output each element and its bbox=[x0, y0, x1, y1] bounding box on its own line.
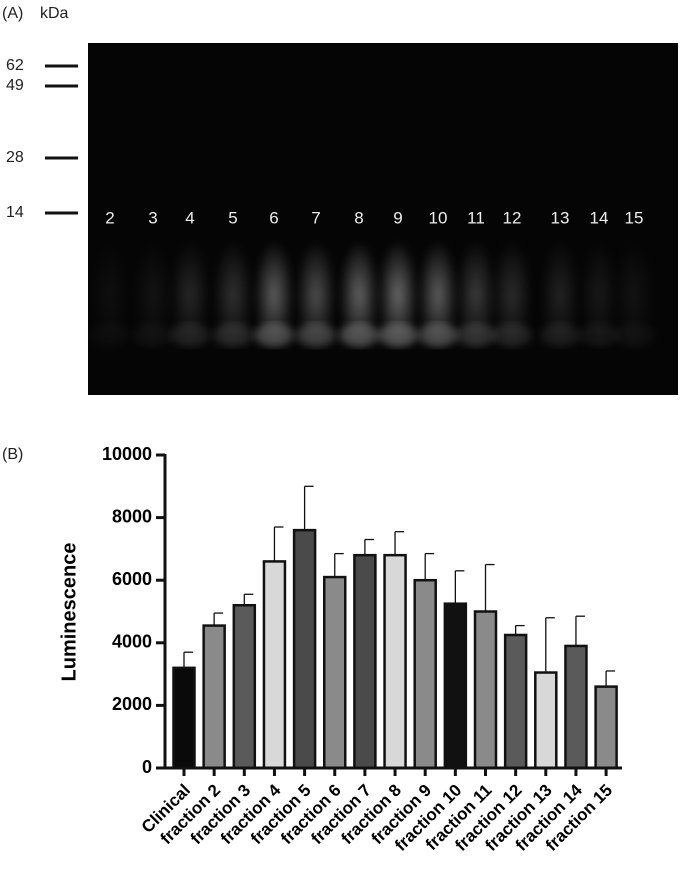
bar bbox=[564, 644, 588, 770]
y-tick-label: 0 bbox=[142, 757, 152, 777]
gel-bands bbox=[90, 240, 654, 350]
lane-label: 3 bbox=[148, 208, 157, 227]
y-tick-label: 8000 bbox=[112, 506, 152, 526]
lane-label: 4 bbox=[185, 208, 194, 227]
band bbox=[296, 323, 336, 347]
band bbox=[170, 323, 210, 347]
lane-label: 15 bbox=[625, 208, 644, 227]
lane-label: 13 bbox=[551, 208, 570, 227]
marker-label: 28 bbox=[6, 149, 24, 166]
bar bbox=[262, 560, 287, 770]
band-smear bbox=[90, 240, 130, 350]
bar bbox=[323, 575, 347, 770]
band bbox=[614, 323, 654, 347]
y-tick-label: 10000 bbox=[102, 444, 152, 464]
bar bbox=[383, 553, 407, 770]
lane-label: 11 bbox=[467, 208, 485, 227]
band-smear bbox=[133, 240, 173, 350]
band bbox=[418, 323, 458, 347]
bar bbox=[534, 671, 558, 770]
y-tick-label: 6000 bbox=[112, 569, 152, 589]
marker-label: 62 bbox=[6, 57, 24, 74]
band-smear bbox=[213, 240, 253, 350]
bar bbox=[232, 603, 257, 770]
y-axis-label: Luminescence bbox=[58, 543, 80, 682]
band-smear bbox=[456, 240, 496, 350]
bar bbox=[292, 528, 317, 770]
band bbox=[492, 323, 532, 347]
y-tick-label: 4000 bbox=[112, 632, 152, 652]
bar bbox=[413, 578, 437, 770]
panel-label: (A) bbox=[2, 5, 23, 22]
lane-label: 5 bbox=[228, 208, 237, 227]
band-smear bbox=[378, 240, 418, 350]
band-smear bbox=[170, 240, 210, 350]
bar bbox=[443, 602, 468, 770]
band bbox=[579, 323, 619, 347]
lane-label: 9 bbox=[393, 208, 402, 227]
band bbox=[456, 323, 496, 347]
band-smear bbox=[339, 240, 379, 350]
band-smear bbox=[540, 240, 580, 350]
panel-label: (B) bbox=[2, 446, 23, 463]
lane-label: 12 bbox=[503, 208, 522, 227]
marker-label: 14 bbox=[6, 204, 24, 221]
band-smear bbox=[579, 240, 619, 350]
band bbox=[133, 323, 173, 347]
bar bbox=[172, 666, 196, 770]
band bbox=[90, 323, 130, 347]
bar bbox=[503, 633, 528, 770]
bar bbox=[353, 553, 377, 770]
lane-label: 14 bbox=[590, 208, 609, 227]
y-tick-label: 2000 bbox=[112, 694, 152, 714]
band bbox=[254, 323, 294, 347]
lane-label: 10 bbox=[429, 208, 448, 227]
band-smear bbox=[492, 240, 532, 350]
lane-label: 6 bbox=[269, 208, 278, 227]
band bbox=[213, 323, 253, 347]
band-smear bbox=[614, 240, 654, 350]
bar bbox=[594, 685, 618, 770]
unit-label: kDa bbox=[40, 5, 69, 22]
lane-label: 2 bbox=[105, 208, 114, 227]
band-smear bbox=[418, 240, 458, 350]
bar bbox=[473, 610, 498, 770]
marker-label: 49 bbox=[6, 77, 24, 94]
band-smear bbox=[254, 240, 294, 350]
bar bbox=[202, 624, 226, 770]
band bbox=[540, 323, 580, 347]
band-smear bbox=[296, 240, 336, 350]
lane-label: 8 bbox=[354, 208, 363, 227]
band bbox=[378, 323, 418, 347]
lane-label: 7 bbox=[311, 208, 320, 227]
band bbox=[339, 323, 379, 347]
